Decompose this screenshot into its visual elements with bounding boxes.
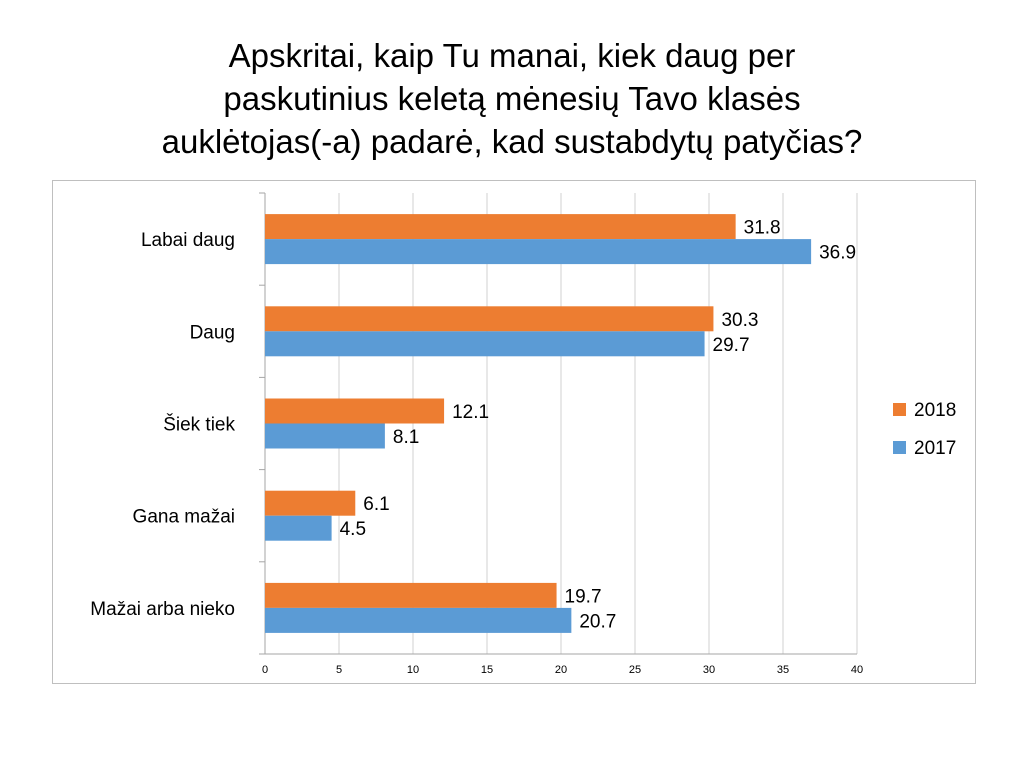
legend-swatch-2018 (893, 403, 906, 416)
category-label: Daug (190, 322, 235, 343)
x-tick-label: 10 (407, 664, 419, 676)
legend-swatch-2017 (893, 441, 906, 454)
data-label-2018: 30.3 (721, 310, 758, 331)
bar-2017 (265, 423, 385, 449)
x-tick-label: 30 (703, 664, 715, 676)
category-label: Mažai arba nieko (90, 599, 235, 620)
data-label-2017: 8.1 (393, 427, 419, 448)
legend-label-2017: 2017 (914, 438, 956, 459)
bar-2017 (265, 607, 572, 633)
data-label-2017: 20.7 (579, 611, 616, 632)
bar-2017 (265, 515, 332, 541)
x-tick-label: 25 (629, 664, 641, 676)
x-tick-label: 20 (555, 664, 567, 676)
title-line-3: auklėtojas(-a) padarė, kad sustabdytų pa… (161, 123, 863, 160)
x-tick-label: 40 (851, 664, 863, 676)
x-tick-label: 35 (777, 664, 789, 676)
x-tick-label: 0 (262, 664, 268, 676)
data-label-2017: 29.7 (713, 335, 750, 356)
category-label: Gana mažai (133, 507, 235, 528)
data-label-2017: 4.5 (340, 519, 366, 540)
x-tick-label: 15 (481, 664, 493, 676)
page-title: Apskritai, kaip Tu manai, kiek daug per … (40, 34, 984, 163)
data-label-2017: 36.9 (819, 243, 856, 264)
bar-chart: 0 5 10 15 20 25 30 35 40 Labai daug 31.8 36.9 Daug 30… (90, 192, 956, 676)
bar-2018 (265, 306, 714, 332)
legend-label-2018: 2018 (914, 400, 956, 421)
category-label: Labai daug (141, 230, 235, 251)
title-line-1: Apskritai, kaip Tu manai, kiek daug per (228, 37, 796, 74)
data-label-2018: 31.8 (744, 218, 781, 239)
data-label-2018: 12.1 (452, 402, 489, 423)
chart-frame: 0 5 10 15 20 25 30 35 40 Labai daug 31.8 36.9 Daug 30… (52, 180, 976, 684)
data-label-2018: 19.7 (565, 586, 602, 607)
bar-2018 (265, 490, 356, 516)
category-label: Šiek tiek (163, 414, 235, 436)
bar-2017 (265, 239, 812, 265)
bar-2018 (265, 582, 557, 608)
title-line-2: paskutinius keletą mėnesių Tavo klasės (223, 80, 801, 117)
bar-2018 (265, 398, 445, 424)
bar-2017 (265, 331, 705, 357)
bar-2018 (265, 214, 736, 240)
data-label-2018: 6.1 (363, 494, 389, 515)
x-tick-label: 5 (336, 664, 342, 676)
